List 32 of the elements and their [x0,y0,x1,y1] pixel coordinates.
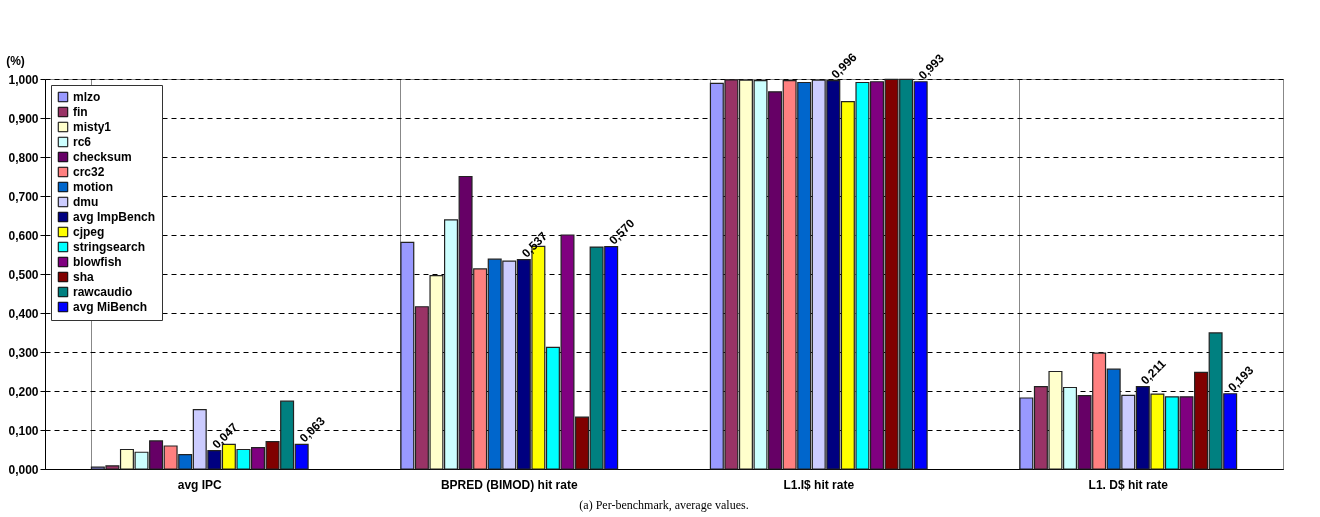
legend-label: misty1 [73,120,112,134]
y-axis-title: (%) [6,53,25,68]
y-tick-label: 0,000 [8,462,39,477]
legend-label: cjpeg [73,225,105,239]
legend-label: mlzo [73,90,101,104]
y-tick-label: 0,900 [8,111,39,126]
y-tick-label: 0,800 [8,150,39,165]
legend-label: avg MiBench [73,300,148,314]
legend-label: sha [73,270,94,284]
y-tick-label: 0,500 [8,267,39,282]
y-tick-label: 1,000 [8,72,39,87]
legend-label: dmu [73,195,99,209]
y-tick-label: 0,600 [8,228,39,243]
legend-label: checksum [73,150,132,164]
x-tick-label: avg IPC [177,477,223,492]
x-tick-label: BPRED (BIMOD) hit rate [440,477,578,492]
y-tick-label: 0,100 [8,423,39,438]
y-tick-label: 0,200 [8,384,39,399]
legend-label: blowfish [73,255,122,269]
legend-label: motion [73,180,113,194]
legend-label: crc32 [73,165,105,179]
y-tick-label: 0,700 [8,189,39,204]
legend-label: fin [73,105,88,119]
legend-label: rawcaudio [73,285,133,299]
x-tick-label: L1. D$ hit rate [1088,477,1169,492]
text: (a) Per-benchmark, average values. [579,498,749,512]
x-tick-label: L1.I$ hit rate [783,477,855,492]
legend-label: rc6 [73,135,92,149]
y-tick-label: 0,300 [8,345,39,360]
legend-label: avg ImpBench [73,210,156,224]
legend-label: stringsearch [73,240,146,254]
y-tick-label: 0,400 [8,306,39,321]
